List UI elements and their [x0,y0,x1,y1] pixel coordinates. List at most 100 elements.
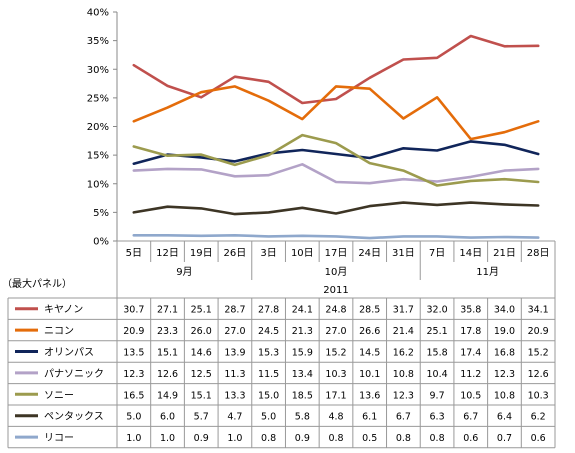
data-cell: 26.0 [191,326,212,337]
data-cell: 6.0 [160,412,175,423]
data-cell: 24.5 [258,326,279,337]
series-lines [132,34,540,240]
data-cell: 0.6 [531,433,546,444]
series-name: オリンパス [44,347,94,359]
month-label: 11月 [476,266,499,278]
data-cell: 16.5 [123,390,144,401]
data-cell: 17.8 [460,326,481,337]
data-cell: 12.3 [494,369,515,380]
data-cell: 13.5 [123,348,144,359]
data-cell: 4.8 [328,412,343,423]
data-cell: 14.5 [359,348,380,359]
series-name: ニコン [44,326,74,337]
data-table: （最大パネル） キヤノン 30.7 27.1 25.1 28.7 27.8 24.1 24.8 2… [2,277,556,449]
y-tick-label: 0% [93,237,109,248]
data-cell: 6.7 [463,412,478,423]
series-name: ソニー [44,390,74,401]
data-cell: 13.9 [224,348,245,359]
data-cell: 14.9 [157,390,178,401]
series-line [132,201,540,216]
data-cell: 25.1 [191,305,212,316]
y-tick-label: 20% [87,122,109,133]
data-cell: 21.4 [393,326,414,337]
data-cell: 27.1 [157,305,178,316]
data-cell: 26.6 [359,326,380,337]
data-cell: 28.7 [224,305,245,316]
data-cell: 6.4 [497,412,512,423]
data-cell: 17.4 [460,348,481,359]
data-cell: 13.4 [292,369,313,380]
data-cell: 0.8 [396,433,411,444]
data-cell: 5.7 [194,412,209,423]
category-label: 7日 [429,248,445,259]
year-label: 2011 [323,285,348,296]
data-cell: 24.1 [292,305,313,316]
data-cell: 11.3 [224,369,245,380]
data-cell: 10.3 [325,369,346,380]
data-cell: 9.7 [430,390,445,401]
y-tick-label: 40% [87,8,109,19]
month-label: 9月 [176,266,192,278]
data-cell: 35.8 [460,305,481,316]
y-tick-label: 30% [87,65,109,76]
category-label: 10日 [291,248,314,259]
data-cell: 0.6 [463,433,478,444]
data-cell: 27.0 [224,326,245,337]
data-cell: 1.0 [126,433,141,444]
month-label: 10月 [325,266,348,278]
data-cell: 0.7 [497,433,512,444]
data-cell: 12.3 [393,390,414,401]
category-label: 5日 [126,248,142,259]
series-name: リコー [44,433,74,444]
data-cell: 13.3 [224,390,245,401]
data-cell: 16.2 [393,348,414,359]
series-line [132,234,540,240]
data-cell: 18.5 [292,390,313,401]
category-label: 24日 [358,248,381,259]
data-cell: 19.0 [494,326,515,337]
y-tick-label: 25% [87,93,109,104]
y-tick-label: 35% [87,36,109,47]
series-line [132,85,540,141]
data-cell: 0.9 [295,433,310,444]
data-cell: 14.6 [191,348,212,359]
series-line [132,34,540,105]
data-cell: 5.0 [126,412,141,423]
data-cell: 15.9 [292,348,313,359]
series-name: パナソニック [44,368,104,380]
data-cell: 11.2 [460,369,481,380]
data-cell: 11.5 [258,369,279,380]
data-cell: 15.3 [258,348,279,359]
category-label: 21日 [493,248,516,259]
data-cell: 15.1 [157,348,178,359]
data-cell: 15.2 [528,348,549,359]
data-cell: 12.3 [123,369,144,380]
data-cell: 15.1 [191,390,212,401]
data-cell: 12.5 [191,369,212,380]
data-cell: 6.2 [531,412,546,423]
data-cell: 1.0 [227,433,242,444]
data-cell: 0.8 [328,433,343,444]
data-cell: 4.7 [227,412,242,423]
data-cell: 32.0 [426,305,447,316]
data-cell: 27.0 [325,326,346,337]
data-cell: 30.7 [123,305,144,316]
series-line [132,140,540,165]
data-cell: 12.6 [157,369,178,380]
data-cell: 17.1 [325,390,346,401]
data-cell: 0.9 [194,433,209,444]
data-cell: 0.8 [430,433,445,444]
data-cell: 24.8 [325,305,346,316]
y-tick-label: 10% [87,179,109,190]
y-tick-label: 5% [93,208,109,219]
data-cell: 34.1 [528,305,549,316]
data-cell: 12.6 [528,369,549,380]
data-cell: 10.8 [393,369,414,380]
data-cell: 10.5 [460,390,481,401]
category-label: 28日 [527,248,550,259]
category-label: 26日 [224,248,247,259]
category-label: 14日 [459,248,482,259]
category-label: 12日 [156,248,179,259]
data-cell: 28.5 [359,305,380,316]
data-cell: 21.3 [292,326,313,337]
